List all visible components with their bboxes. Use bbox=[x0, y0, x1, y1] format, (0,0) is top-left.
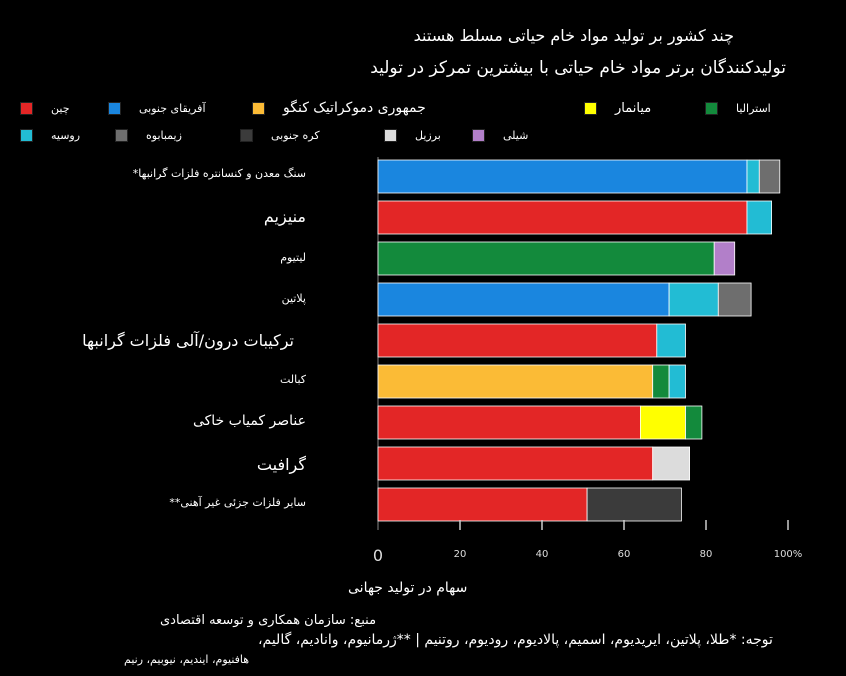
bar-segment bbox=[377, 405, 641, 440]
x-tick-label: 80 bbox=[700, 549, 713, 560]
bar-segment bbox=[377, 364, 654, 399]
bar-segment bbox=[656, 323, 686, 358]
bar-segment bbox=[758, 159, 781, 194]
bar-segment bbox=[377, 200, 748, 235]
footnote-line-1: توجه: *طلا، پلاتین، ایریدیوم، اسمیم، پال… bbox=[258, 632, 773, 648]
legend-item-drc: جمهوری دموکراتیک کنگو bbox=[252, 99, 426, 117]
bar-segment bbox=[377, 487, 588, 522]
legend-item-russia: روسیه bbox=[20, 126, 80, 144]
legend-label: زیمبابوه bbox=[146, 128, 182, 142]
legend-label: جمهوری دموکراتیک کنگو bbox=[283, 100, 426, 116]
legend-swatch bbox=[108, 101, 121, 115]
bar-segment bbox=[377, 446, 654, 481]
category-label: کبالت bbox=[279, 373, 306, 386]
bar-segment bbox=[377, 282, 670, 317]
chart-subtitle: تولیدکنندگان برتر مواد خام حیاتی با بیشت… bbox=[370, 58, 786, 78]
category-label: پلاتین bbox=[281, 292, 306, 305]
bar-segment bbox=[713, 241, 736, 276]
legend-label: شیلی bbox=[503, 128, 529, 142]
footnote-line-2: هافنیوم، ایندیم، نیوبیم، رنیم bbox=[124, 653, 250, 666]
bar-segment bbox=[717, 282, 752, 317]
bar-segment bbox=[652, 364, 670, 399]
legend-label: چین bbox=[51, 101, 70, 115]
legend-swatch bbox=[705, 101, 718, 115]
legend-swatch bbox=[20, 128, 33, 142]
legend-label: میانمار bbox=[615, 100, 652, 116]
legend-item-china: چین bbox=[20, 99, 70, 117]
category-label: ترکیبات درون/آلی فلزات گرانبها bbox=[82, 331, 294, 350]
legend-label: برزیل bbox=[415, 128, 441, 142]
bar-segment bbox=[746, 159, 760, 194]
bar-segment bbox=[640, 405, 686, 440]
legend-item-south-africa: آفریقای جنوبی bbox=[108, 99, 206, 117]
legend-item-brazil: برزیل bbox=[384, 126, 441, 144]
category-label: گرافیت bbox=[256, 455, 306, 474]
bar-segment bbox=[668, 282, 719, 317]
legend-item-australia: استرالیا bbox=[705, 99, 771, 117]
legend-swatch bbox=[240, 128, 253, 142]
x-tick-label: 0 bbox=[373, 546, 383, 565]
x-tick-label: 20 bbox=[454, 549, 467, 560]
x-tick-label: 100% bbox=[774, 549, 803, 560]
category-label: سایر فلزات جزئی غیر آهنی** bbox=[169, 496, 306, 509]
legend-swatch bbox=[472, 128, 485, 142]
bar-segment bbox=[685, 405, 703, 440]
legend-swatch bbox=[584, 101, 597, 115]
x-tick-label: 40 bbox=[536, 549, 549, 560]
bar-segment bbox=[377, 159, 748, 194]
legend-label: آفریقای جنوبی bbox=[139, 101, 206, 115]
legend-swatch bbox=[384, 128, 397, 142]
legend-swatch bbox=[115, 128, 128, 142]
bar-segment bbox=[668, 364, 686, 399]
x-tick-label: 60 bbox=[618, 549, 631, 560]
category-label: سنگ معدن و کنسانتره فلزات گرانبها* bbox=[132, 167, 306, 180]
bar-segment bbox=[377, 241, 715, 276]
legend-swatch bbox=[252, 101, 265, 115]
category-label: لیتیوم bbox=[280, 251, 306, 264]
x-axis-label: سهام در تولید جهانی bbox=[348, 580, 468, 596]
legend-label: روسیه bbox=[51, 128, 81, 142]
legend-swatch bbox=[20, 101, 33, 115]
bar-segment bbox=[746, 200, 773, 235]
legend-label: استرالیا bbox=[736, 101, 771, 115]
bar-segment bbox=[377, 323, 658, 358]
chart-title: چند کشور بر تولید مواد خام حیاتی مسلط هس… bbox=[413, 26, 734, 45]
legend-item-zimbabwe: زیمبابوه bbox=[115, 126, 182, 144]
bar-segment bbox=[652, 446, 691, 481]
category-label: عناصر کمیاب خاکی bbox=[192, 413, 306, 429]
bar-segment bbox=[586, 487, 682, 522]
legend-item-south-korea: کره جنوبی bbox=[240, 126, 320, 144]
legend-item-chile: شیلی bbox=[472, 126, 528, 144]
category-label: منیزیم bbox=[263, 207, 306, 226]
legend-label: کره جنوبی bbox=[271, 128, 320, 142]
legend-item-myanmar: میانمار bbox=[584, 99, 651, 117]
source-note: منبع: سازمان همکاری و توسعه اقتصادی bbox=[160, 613, 377, 628]
